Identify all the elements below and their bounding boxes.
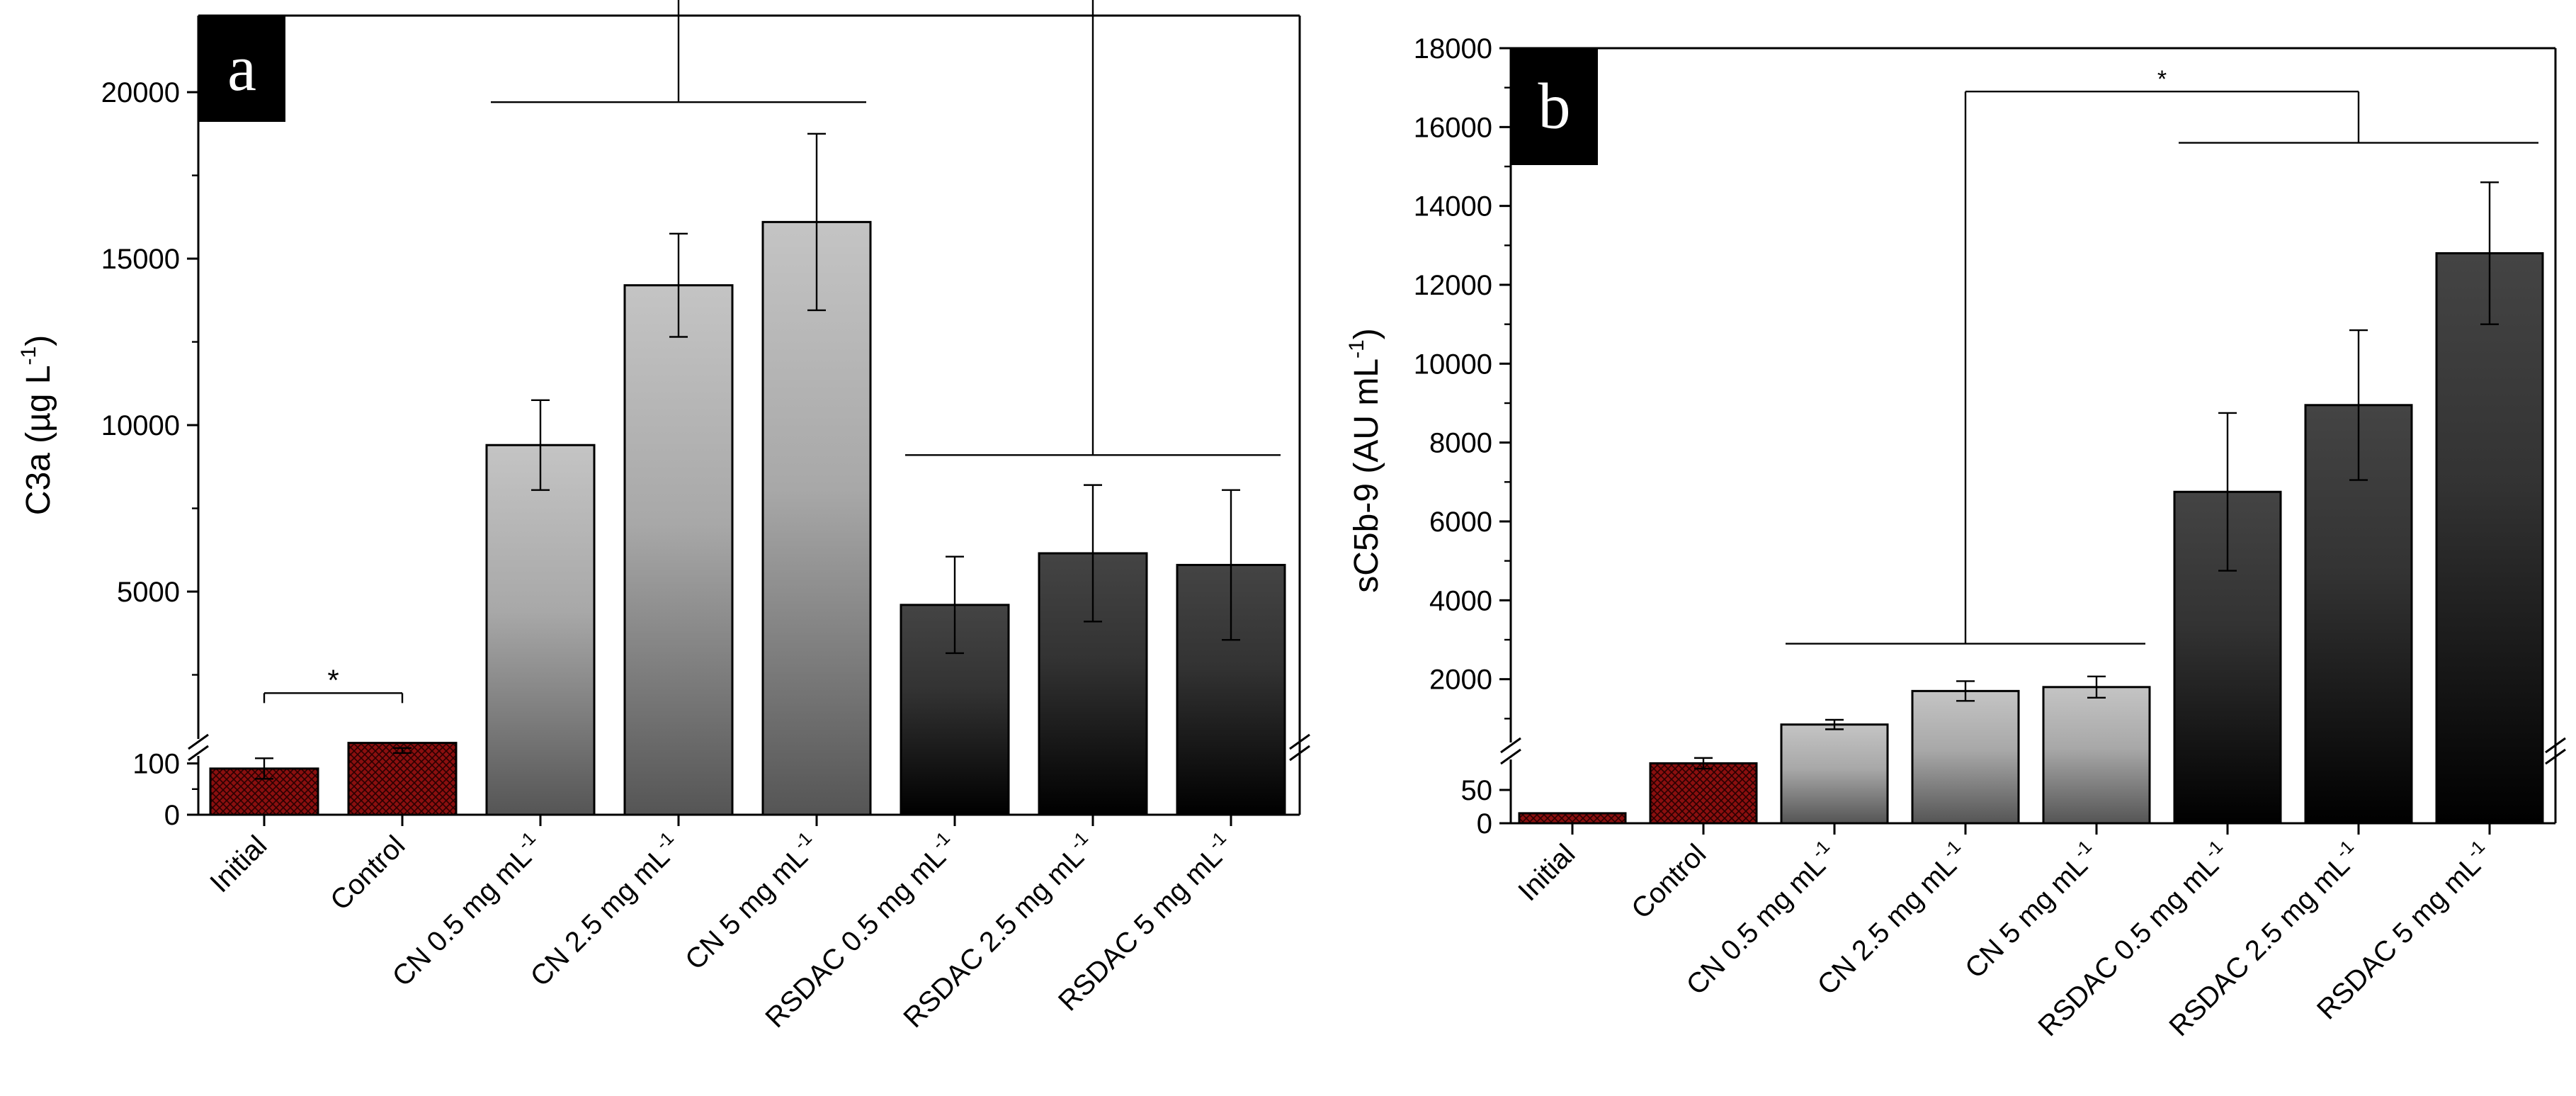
panel-a-significance-2 xyxy=(491,0,1281,456)
panel-b-error-bar-8 xyxy=(2480,181,2499,325)
panel-a-bar-3 xyxy=(485,444,596,816)
panel-a-ytick-label-lower-1: 100 xyxy=(132,749,180,780)
panel-b-bar-3 xyxy=(1780,723,1889,825)
panel-b-ytick-label-upper-2: 6000 xyxy=(1429,507,1492,538)
panel-b-ylabel: sC5b-9 (AU mL-1) xyxy=(1345,328,1385,592)
panel-b-ytick-label-lower-1: 50 xyxy=(1461,775,1493,806)
chart-panel-a: 0 100 5000 10000 15000 20000 Initial Control CN … xyxy=(17,0,1310,1034)
panel-a-ytick-label-upper-3: 20000 xyxy=(101,77,180,108)
panel-a-xtick-label-2: Control xyxy=(324,830,411,916)
panel-a-ytick-label-lower-0: 0 xyxy=(164,800,180,831)
panel-b-significance-1 xyxy=(1786,91,2538,645)
panel-a-xtick-label-1: Initial xyxy=(204,830,273,898)
panel-b-bar-1 xyxy=(1518,812,1627,825)
panel-a-error-bar-1 xyxy=(255,757,273,780)
panel-a-ytick-label-upper-1: 10000 xyxy=(101,410,180,441)
panel-b-ytick-label-upper-6: 14000 xyxy=(1414,191,1492,222)
panel-a-error-bar-7 xyxy=(1084,484,1102,623)
panel-b-ytick-label-upper-7: 16000 xyxy=(1414,112,1492,143)
panel-b-significance-star-1: * xyxy=(2157,66,2167,93)
panel-b-ytick-label-upper-4: 10000 xyxy=(1414,349,1492,380)
panel-a-ylabel: C3a (µg L-1) xyxy=(17,335,57,515)
panel-a-bar-4 xyxy=(623,284,734,816)
panel-a-axis-break-left xyxy=(188,733,209,762)
panel-a-error-bar-3 xyxy=(531,399,550,491)
panel-b-xtick-label-2: Control xyxy=(1625,838,1712,925)
panel-b-error-bar-4 xyxy=(1956,680,1975,702)
panel-b-ytick-label-upper-5: 12000 xyxy=(1414,270,1492,301)
panel-b-bar-8 xyxy=(2435,252,2544,825)
panel-a-axis-break-right xyxy=(1289,733,1310,762)
panel-b-ytick-label-upper-1: 4000 xyxy=(1429,585,1492,616)
panel-a-xtick-label-4: CN 2.5 mg mL-1 xyxy=(522,827,687,993)
panel-b-xtick-label-4: CN 2.5 mg mL-1 xyxy=(1809,836,1974,1001)
chart-panel-b: 050 2000 4000 6000 8000 10000 12000 14000 16000 1… xyxy=(1345,33,2566,1042)
panel-a-xtick-label-5: CN 5 mg mL-1 xyxy=(677,827,826,976)
panel-a-label-text: a xyxy=(227,32,256,104)
panel-b-ytick-label-upper-0: 2000 xyxy=(1429,665,1492,696)
panel-a-error-bar-4 xyxy=(669,232,688,338)
panel-b-error-bar-5 xyxy=(2087,675,2106,699)
panel-a-error-bar-5 xyxy=(807,132,826,312)
panel-b-axis-break-right xyxy=(2545,737,2566,765)
panel-b-ytick-label-upper-8: 18000 xyxy=(1414,33,1492,64)
panel-a-axes-frame xyxy=(197,14,1301,816)
panel-b-xtick-label-5: CN 5 mg mL-1 xyxy=(1957,836,2106,985)
panel-a-error-bar-2 xyxy=(393,747,412,755)
panel-b-label: b xyxy=(1511,48,1598,165)
panel-a-error-bar-6 xyxy=(946,555,964,655)
panel-b-bar-4 xyxy=(1911,689,2020,825)
panel-b-bar-5 xyxy=(2042,686,2151,825)
panel-a-ytick-label-upper-0: 5000 xyxy=(117,577,180,608)
panel-b-error-bar-3 xyxy=(1825,718,1844,730)
panel-b-error-bar-2 xyxy=(1694,757,1713,770)
panel-b-ytick-label-upper-3: 8000 xyxy=(1429,428,1492,459)
panel-a-label: a xyxy=(198,16,285,122)
panel-a-bar-2 xyxy=(347,742,458,816)
panel-a-significance-star-1: * xyxy=(327,663,339,696)
panel-b-label-text: b xyxy=(1538,70,1571,142)
panel-b-ytick-label-lower-0: 0 xyxy=(1477,808,1492,840)
panel-a-ytick-label-upper-2: 15000 xyxy=(101,244,180,275)
panel-b-error-bar-6 xyxy=(2218,412,2237,572)
panel-a-error-bar-8 xyxy=(1222,489,1240,641)
panel-a-significance-1 xyxy=(263,692,404,704)
panel-b-axis-break-left xyxy=(1500,737,1521,765)
panel-b-bar-2 xyxy=(1649,762,1758,825)
panel-b-xtick-label-1: Initial xyxy=(1512,838,1581,907)
panel-b-error-bar-7 xyxy=(2349,329,2368,481)
